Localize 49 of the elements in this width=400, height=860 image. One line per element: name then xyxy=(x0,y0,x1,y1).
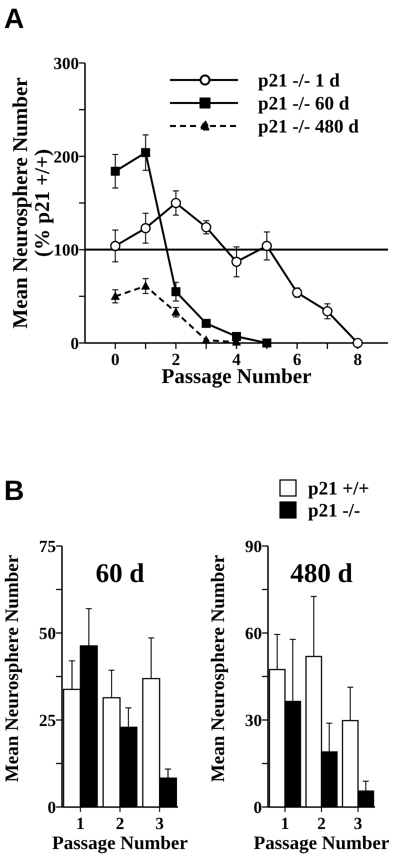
point xyxy=(202,318,211,328)
y-tick-label: 0 xyxy=(70,334,79,353)
x-tick-label: 2 xyxy=(116,814,124,833)
text: B xyxy=(4,475,24,506)
y-tick-label: 300 xyxy=(54,54,79,73)
point xyxy=(232,332,241,341)
legend-label: p21 -/- 60 d xyxy=(258,94,350,115)
y-tick-label: 30 xyxy=(245,710,262,730)
y-axis-title: Mean Neurosphere Number xyxy=(208,554,229,782)
point xyxy=(201,222,212,232)
x-axis-title: Passage Number xyxy=(52,833,188,854)
x-tick-label: 2 xyxy=(317,814,326,833)
y-tick-label: 0 xyxy=(254,798,262,817)
chart-title: 480 d xyxy=(290,558,353,588)
legend-label: p21 -/- 1 d xyxy=(258,70,340,92)
point xyxy=(140,223,151,234)
point xyxy=(322,306,333,316)
point xyxy=(170,198,182,208)
y-axis-title: Mean Neurosphere Number (% p21 +/+) xyxy=(8,77,54,329)
x-tick-label: 3 xyxy=(354,814,362,833)
legend-label: p21 +/+ xyxy=(308,478,370,500)
y-tick-label: 200 xyxy=(54,147,79,166)
x-tick-label: 0 xyxy=(111,350,120,369)
y-axis-title: Mean Neurosphere Number xyxy=(2,554,23,782)
point xyxy=(110,291,120,300)
point xyxy=(141,281,150,290)
y-tick-label: 60 xyxy=(245,624,262,643)
chart-title: 60 d xyxy=(96,558,144,588)
y-tick-label: 90 xyxy=(245,536,262,556)
y-tick-label: 100 xyxy=(54,240,79,260)
legend-label: p21 -/- 480 d xyxy=(258,116,360,138)
x-tick-label: 3 xyxy=(155,814,164,833)
y-tick-label: 75 xyxy=(39,536,56,556)
y-tick-label: 0 xyxy=(48,798,56,817)
point xyxy=(110,240,120,252)
y-tick-label: 25 xyxy=(39,710,56,730)
x-axis-title: Passage Number xyxy=(254,833,390,854)
x-tick-label: 1 xyxy=(76,814,85,833)
point xyxy=(262,240,272,252)
point xyxy=(110,166,120,176)
point xyxy=(202,335,211,344)
x-tick-label: 8 xyxy=(353,350,362,369)
point xyxy=(171,287,180,296)
y-tick-label: 50 xyxy=(39,624,56,643)
point xyxy=(231,256,242,267)
point xyxy=(141,148,150,158)
x-tick-label: 1 xyxy=(280,814,290,833)
text: A xyxy=(4,3,24,34)
legend-label: p21 -/- xyxy=(308,500,360,522)
